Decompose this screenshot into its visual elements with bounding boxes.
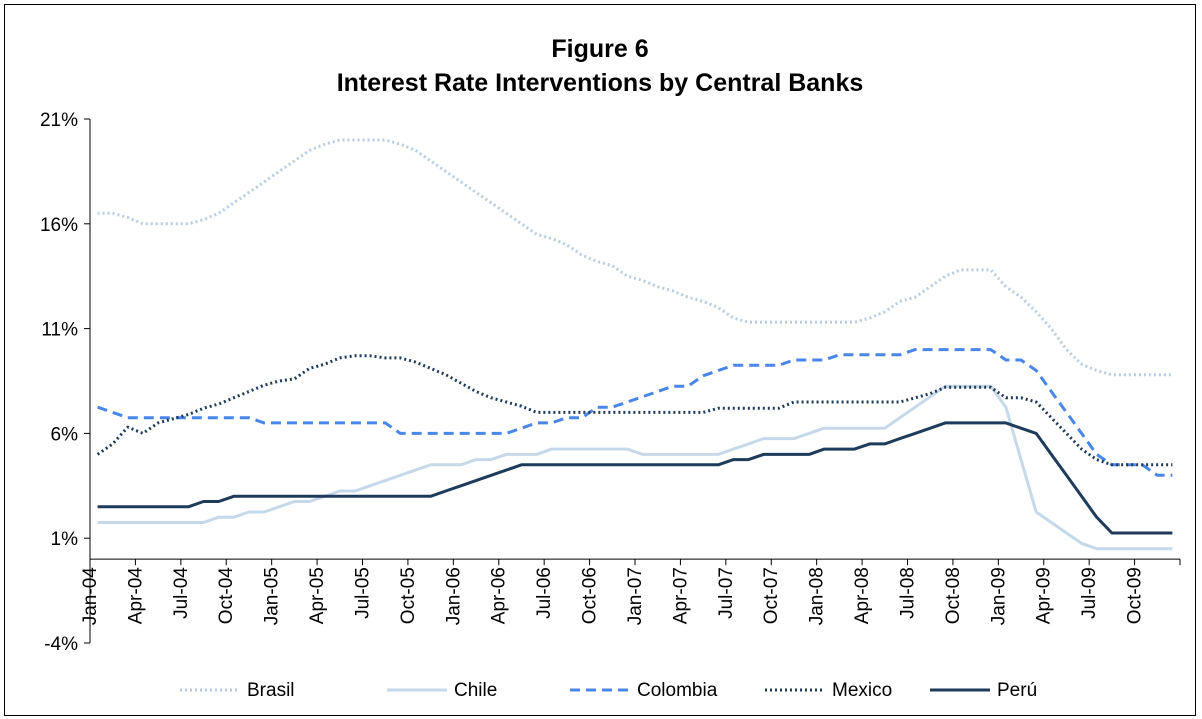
series-line-brasil	[97, 138, 1173, 377]
x-tick-label: Jan-09	[988, 567, 1009, 625]
x-tick-label: Oct-09	[1125, 567, 1146, 624]
x-tick-label: Oct-04	[216, 567, 237, 624]
x-tick-label: Jan-05	[262, 567, 283, 625]
x-tick-label: Jul-08	[898, 567, 919, 619]
y-tick-label: 16%	[40, 215, 78, 236]
series-line-chile	[97, 384, 1173, 551]
x-tick-label: Jan-08	[807, 567, 828, 625]
legend-label-mexico: Mexico	[832, 680, 892, 701]
x-tick-label: Oct-05	[398, 567, 419, 624]
x-tick-label: Jul-07	[716, 567, 737, 619]
y-tick-label: 1%	[51, 529, 79, 550]
legend-label-colombia: Colombia	[637, 680, 718, 701]
y-tick-label: 21%	[40, 110, 78, 131]
line-chart: Figure 6 Interest Rate Interventions by …	[40, 35, 1181, 701]
x-tick-label: Jul-04	[171, 567, 192, 619]
x-tick-label: Oct-06	[580, 567, 601, 624]
x-tick-label: Apr-06	[489, 567, 510, 624]
x-tick-label: Apr-05	[307, 567, 328, 624]
x-tick-label: Apr-08	[852, 567, 873, 624]
legend-label-brasil: Brasil	[247, 680, 295, 701]
x-tick-label: Jul-09	[1079, 567, 1100, 619]
x-tick-label: Jan-07	[625, 567, 646, 625]
legend-label-chile: Chile	[454, 680, 497, 701]
series-layer	[96, 138, 1173, 551]
x-tick-label: Jan-04	[80, 567, 101, 626]
x-tick-label: Apr-04	[125, 567, 146, 624]
series-line-colombia	[97, 348, 1173, 477]
legend: Brasil Chile Colombia Mexico Perú	[180, 680, 1037, 701]
series-line-mexico	[96, 354, 1173, 467]
x-tick-label: Oct-08	[943, 567, 964, 624]
legend-label-peru: Perú	[997, 680, 1037, 701]
y-tick-label: 6%	[51, 424, 79, 445]
x-axis: Jan-04 Apr-04 Jul-04 Oct-04 Jan-05 Apr-05 Jul-…	[80, 558, 1181, 626]
chart-frame: Figure 6 Interest Rate Interventions by …	[4, 4, 1196, 716]
x-tick-label: Apr-07	[670, 567, 691, 624]
x-tick-label: Jan-06	[443, 567, 464, 625]
series-line-peru	[97, 421, 1173, 535]
y-tick-label: 11%	[41, 320, 78, 341]
chart-title: Figure 6	[551, 35, 648, 63]
y-tick-label: -4%	[44, 634, 78, 655]
x-tick-label: Jul-06	[534, 567, 555, 619]
chart-subtitle: Interest Rate Interventions by Central B…	[337, 69, 864, 97]
x-tick-label: Apr-09	[1034, 567, 1055, 624]
x-tick-label: Jul-05	[353, 567, 374, 619]
x-tick-label: Oct-07	[761, 567, 782, 624]
y-axis: 21% 16% 11% 6% 1% -4%	[40, 110, 91, 655]
